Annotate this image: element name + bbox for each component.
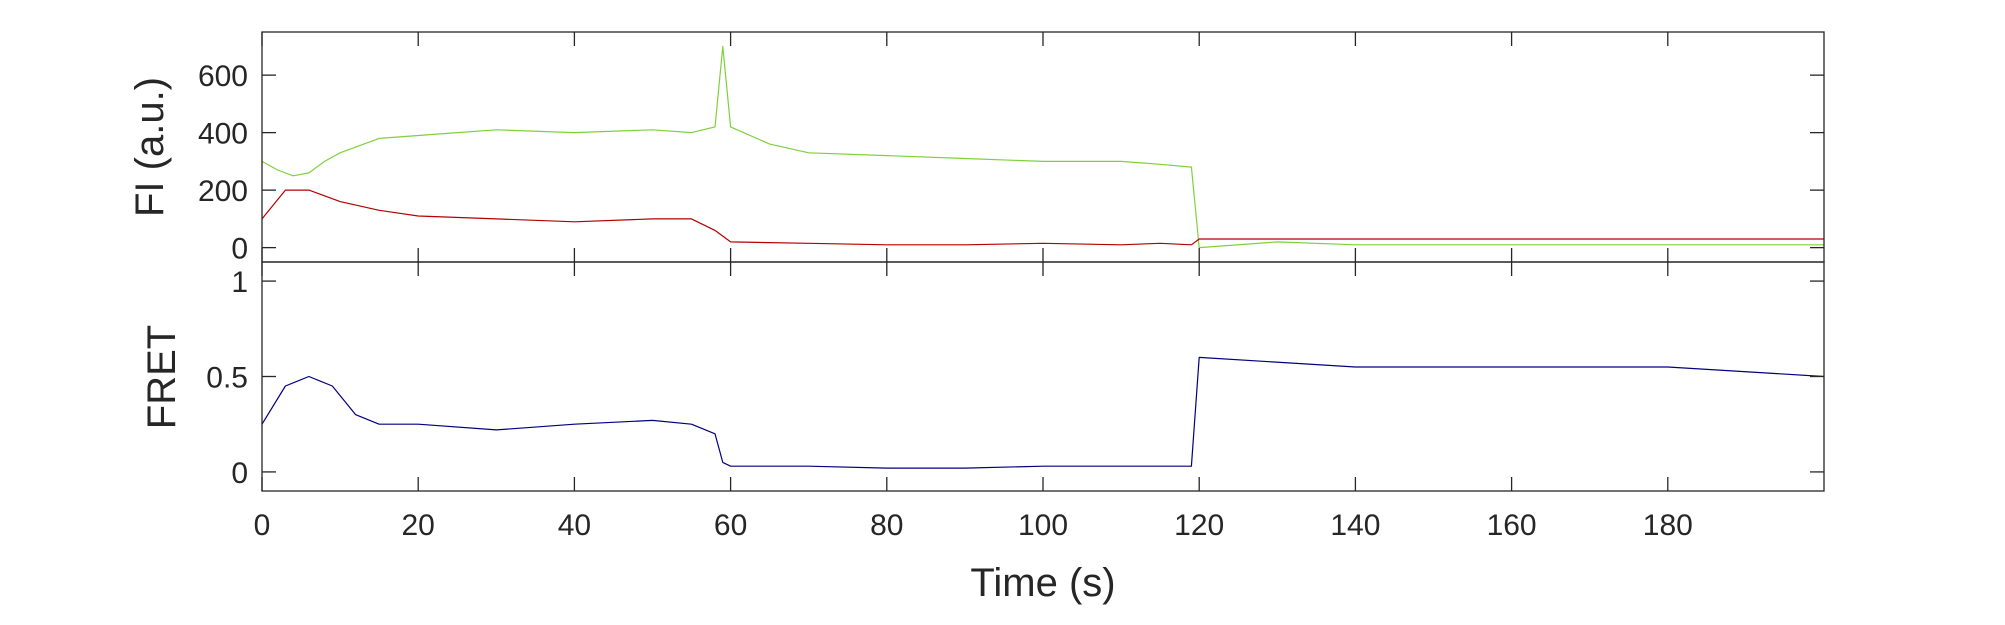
xtick-label: 20 — [402, 509, 435, 542]
bottom-ytick-label: 1 — [231, 266, 248, 299]
xtick-label: 100 — [1018, 509, 1068, 542]
top-axes-frame — [261, 31, 1825, 263]
bottom-ylabel: FRET — [140, 325, 184, 429]
top-traces — [261, 45, 1824, 249]
top-ytick-label: 600 — [198, 60, 248, 93]
top-ticks: 0 200 400 600 — [198, 32, 1824, 266]
bottom-series-0-line — [261, 356, 1825, 469]
bottom-axes-frame — [261, 261, 1825, 492]
bottom-ticks: 0 0.5 1 0 20 40 60 80 100 120 140 160 180 — [206, 262, 1824, 542]
top-panel: 0 200 400 600 FI (a.u.) — [128, 31, 1825, 266]
xtick-label: 0 — [254, 509, 271, 542]
top-series-0-line — [261, 45, 1824, 249]
xlabel: Time (s) — [970, 561, 1115, 605]
top-ylabel: FI (a.u.) — [128, 77, 172, 217]
bottom-panel: 0 0.5 1 0 20 40 60 80 100 120 140 160 180 FRET Time … — [140, 261, 1825, 605]
bottom-traces — [261, 356, 1825, 469]
xtick-label: 120 — [1174, 509, 1224, 542]
top-ytick-label: 400 — [198, 118, 248, 151]
top-ytick-label: 0 — [231, 233, 248, 266]
xtick-label: 60 — [714, 509, 747, 542]
bottom-ytick-label: 0 — [231, 457, 248, 490]
xtick-label: 80 — [870, 509, 903, 542]
top-ytick-label: 200 — [198, 175, 248, 208]
xtick-label: 40 — [558, 509, 591, 542]
xtick-label: 160 — [1487, 509, 1537, 542]
bottom-ytick-label: 0.5 — [206, 362, 248, 395]
top-series-1-line — [261, 189, 1824, 246]
xtick-label: 140 — [1330, 509, 1380, 542]
xtick-label: 180 — [1643, 509, 1693, 542]
